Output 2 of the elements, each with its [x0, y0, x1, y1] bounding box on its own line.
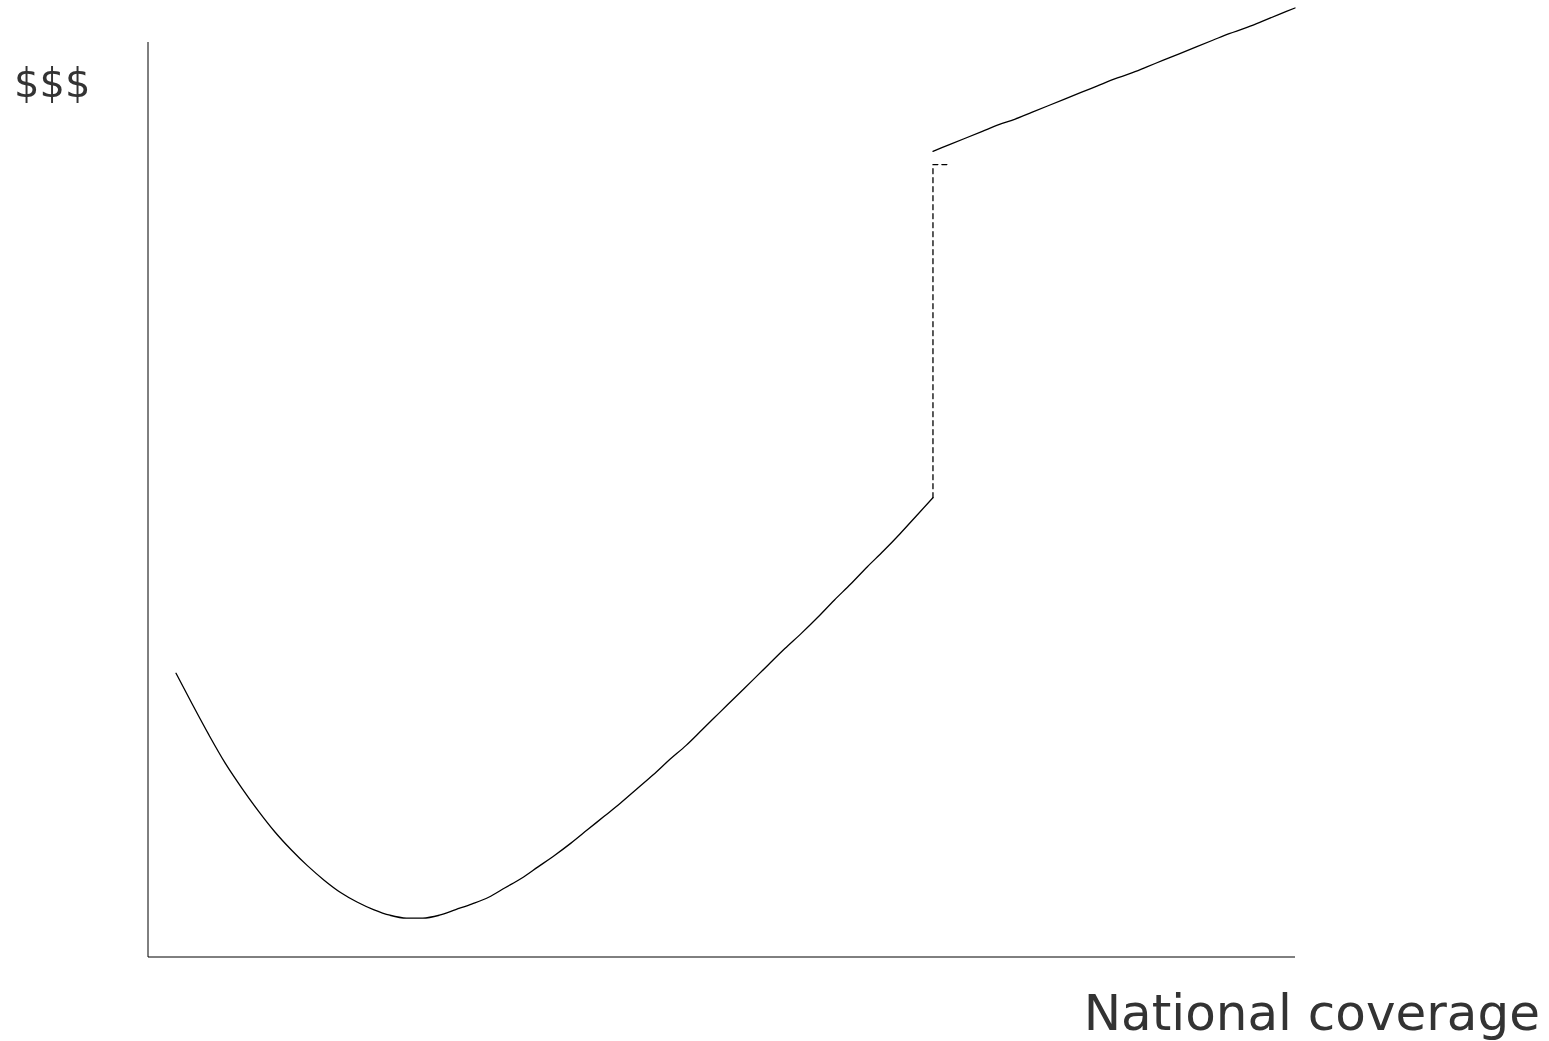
y-axis-title: $$$: [14, 60, 91, 106]
x-axis-title: National coverage: [1083, 984, 1540, 1041]
